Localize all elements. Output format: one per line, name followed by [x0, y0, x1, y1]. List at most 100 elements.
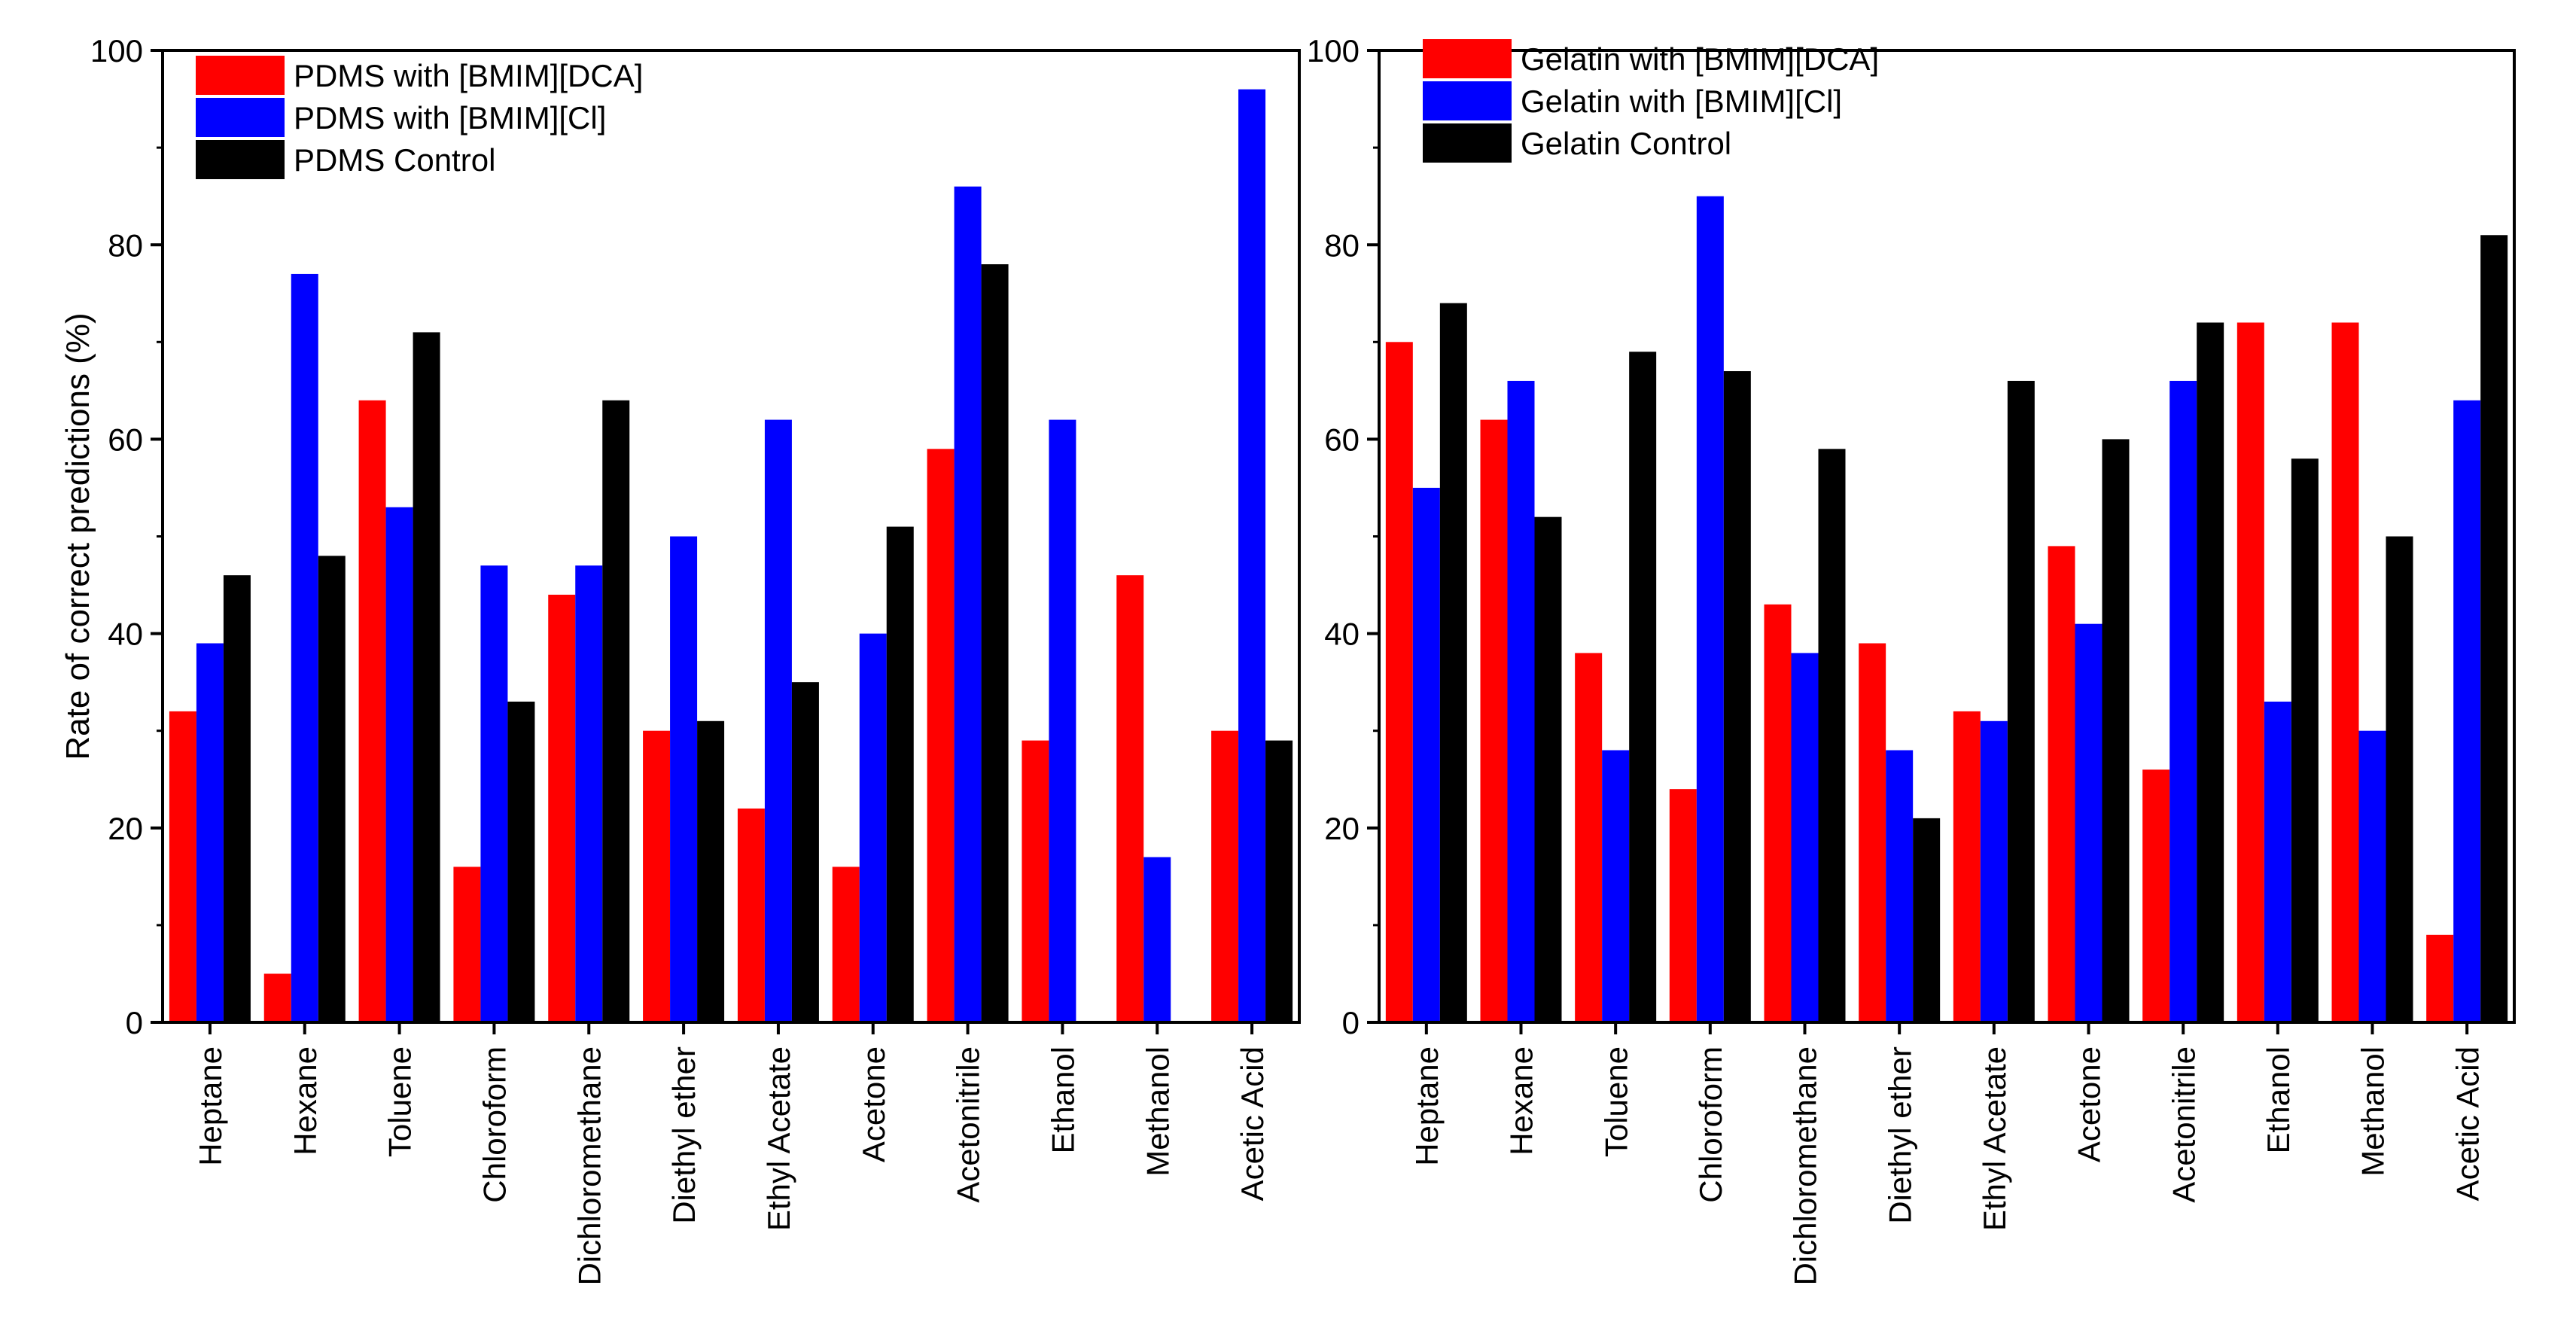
bar-s0-acetonitrile [927, 449, 955, 1022]
bar-s2-dichloromethane [1818, 449, 1846, 1022]
bar-s0-diethyl-ether [1859, 643, 1886, 1022]
x-tick-label-ethanol: Ethanol [1046, 1046, 1081, 1153]
bar-s1-diethyl-ether [670, 536, 698, 1022]
bar-s1-ethyl-acetate [764, 419, 792, 1022]
y-axis-title: Rate of correct predictions (%) [59, 312, 96, 760]
x-tick-label-chloroform: Chloroform [1693, 1046, 1728, 1203]
bar-s1-hexane [291, 273, 318, 1022]
legend-label: Gelatin with [BMIM][Cl] [1521, 84, 1842, 119]
bar-s1-acetonitrile [954, 186, 982, 1023]
bar-s0-dichloromethane [1764, 604, 1792, 1022]
x-tick-label-ethyl-acetate: Ethyl Acetate [761, 1046, 796, 1231]
x-tick-label-diethyl-ether: Diethyl ether [1882, 1046, 1917, 1224]
bar-s2-hexane [1534, 516, 1562, 1022]
y-tick-label: 80 [1324, 227, 1360, 263]
bar-s2-chloroform [507, 701, 535, 1022]
bar-s0-ethyl-acetate [1953, 711, 1981, 1022]
bar-s1-acetic-acid [2453, 400, 2481, 1022]
y-tick-label: 100 [1307, 33, 1360, 69]
bar-s0-ethanol [2236, 322, 2264, 1023]
pdms-chart-panel: 0 20 40 60 80 100 Heptane Hexane Toluene Chlorofo… [59, 33, 1301, 1286]
legend-swatch [1423, 81, 1512, 120]
gelatin-chart-panel: 0 20 40 60 80 100 Heptane Hexane Toluene Chlorofo… [1307, 33, 2516, 1286]
x-tick-label-toluene: Toluene [1598, 1046, 1634, 1157]
y-tick-label: 60 [1324, 422, 1360, 458]
bar-s1-acetone [859, 633, 887, 1022]
x-tick-label-acetonitrile: Acetonitrile [951, 1046, 986, 1203]
x-tick-label-dichloromethane: Dichloromethane [1788, 1046, 1823, 1286]
bar-s0-acetic-acid [2426, 934, 2454, 1022]
bar-s2-acetonitrile [981, 264, 1009, 1022]
bar-s1-acetic-acid [1238, 89, 1266, 1022]
legend-swatch [1423, 123, 1512, 163]
x-tick-label-chloroform: Chloroform [477, 1046, 513, 1203]
x-tick-label-heptane: Heptane [1409, 1046, 1445, 1166]
bar-s1-dichloromethane [1791, 653, 1819, 1022]
bar-s0-acetonitrile [2142, 769, 2170, 1022]
y-tick-label: 100 [90, 33, 143, 69]
y-tick-label: 20 [108, 811, 143, 846]
y-tick-label: 20 [1324, 811, 1360, 846]
bar-s1-ethanol [2264, 701, 2291, 1022]
x-tick-label-acetic-acid: Acetic Acid [1235, 1046, 1270, 1201]
bar-s0-acetone [832, 867, 860, 1022]
bar-s2-heptane [1439, 303, 1467, 1022]
bar-s2-hexane [318, 556, 346, 1022]
x-tick-label-acetic-acid: Acetic Acid [2450, 1046, 2485, 1201]
y-tick-label: 0 [1342, 1005, 1360, 1040]
x-tick-label-acetone: Acetone [856, 1046, 891, 1162]
bar-s0-methanol [1116, 575, 1144, 1022]
bar-s0-toluene [358, 400, 386, 1022]
bar-s1-hexane [1507, 380, 1535, 1022]
x-tick-label-methanol: Methanol [1140, 1046, 1175, 1177]
bar-s2-heptane [223, 575, 251, 1022]
bar-s0-heptane [169, 711, 196, 1022]
legend-swatch [1423, 39, 1512, 78]
bar-s1-methanol [2358, 730, 2386, 1022]
bar-s1-dichloromethane [575, 565, 603, 1022]
bar-s1-chloroform [480, 565, 508, 1022]
bar-s1-ethyl-acetate [1980, 720, 2008, 1022]
y-tick-label: 40 [108, 617, 143, 652]
x-tick-label-ethyl-acetate: Ethyl Acetate [1977, 1046, 2012, 1231]
legend-label: PDMS with [BMIM][Cl] [294, 100, 606, 136]
bar-s2-methanol [2386, 536, 2413, 1022]
y-tick-label: 0 [126, 1005, 143, 1040]
bar-s0-methanol [2331, 322, 2359, 1023]
x-tick-label-acetone: Acetone [2072, 1046, 2107, 1162]
bar-s2-dichloromethane [602, 400, 630, 1022]
bar-s1-toluene [385, 507, 413, 1022]
legend-swatch [196, 140, 285, 179]
legend-label: PDMS with [BMIM][DCA] [294, 58, 643, 93]
x-tick-label-methanol: Methanol [2355, 1046, 2391, 1177]
bar-s2-acetone [886, 526, 914, 1022]
bar-s2-diethyl-ether [1913, 818, 1941, 1022]
x-tick-label-toluene: Toluene [382, 1046, 418, 1157]
bar-s0-toluene [1575, 653, 1603, 1022]
bar-s0-ethanol [1022, 740, 1049, 1022]
bar-s0-hexane [1480, 419, 1508, 1022]
bar-s1-acetonitrile [2170, 380, 2197, 1022]
x-tick-label-dichloromethane: Dichloromethane [571, 1046, 607, 1286]
bar-s2-diethyl-ether [697, 720, 725, 1022]
bar-s2-acetic-acid [2480, 235, 2508, 1022]
y-tick-label: 60 [108, 422, 143, 458]
bar-s0-hexane [263, 973, 291, 1022]
bar-s1-diethyl-ether [1886, 750, 1914, 1022]
bar-s1-heptane [196, 643, 224, 1022]
legend-label: Gelatin Control [1521, 126, 1731, 161]
x-tick-label-hexane: Hexane [1504, 1046, 1539, 1156]
x-tick-label-diethyl-ether: Diethyl ether [666, 1046, 702, 1224]
legend-label: PDMS Control [294, 142, 495, 178]
bar-s2-ethyl-acetate [791, 682, 819, 1022]
bar-s2-toluene [413, 332, 440, 1022]
y-tick-label: 40 [1324, 617, 1360, 652]
bar-s0-heptane [1385, 342, 1413, 1022]
bar-s0-dichloromethane [548, 594, 576, 1022]
bar-s1-heptane [1412, 487, 1440, 1022]
legend-swatch [196, 98, 285, 137]
bar-s0-chloroform [453, 867, 481, 1022]
bar-s1-chloroform [1696, 196, 1724, 1022]
legend-label: Gelatin with [BMIM][DCA] [1521, 41, 1879, 77]
